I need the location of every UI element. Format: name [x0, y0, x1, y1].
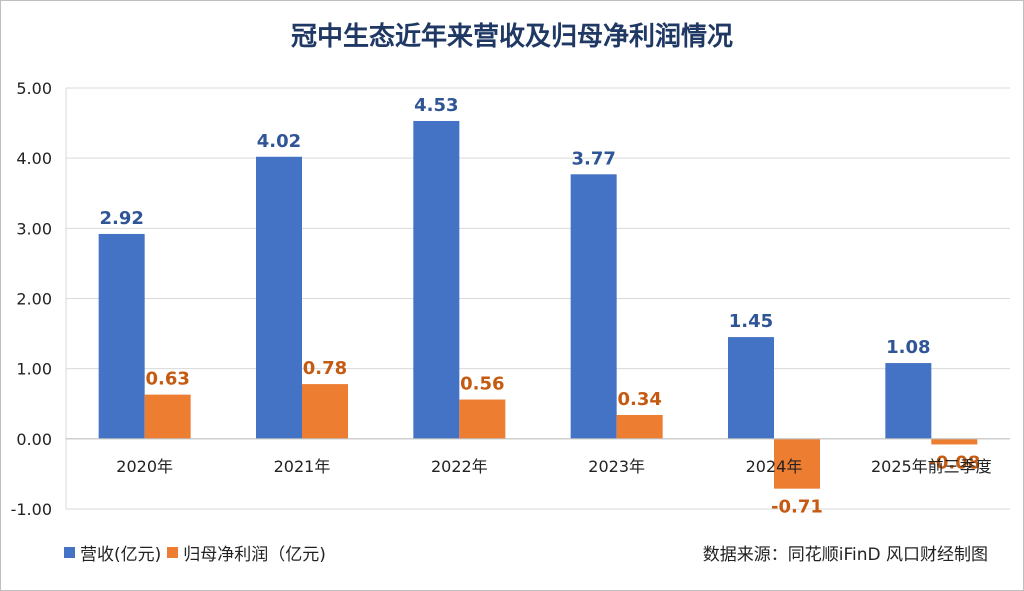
y-tick-label: 5.00: [16, 79, 52, 98]
x-category-label: 2022年: [431, 457, 488, 476]
y-tick-label: 4.00: [16, 149, 52, 168]
revenue-data-label: 4.53: [414, 95, 458, 116]
net-profit-bar: [459, 399, 506, 439]
net-profit-data-label: 0.56: [460, 374, 504, 395]
net-profit-bar: [302, 384, 348, 439]
net-profit-data-label: 0.34: [617, 389, 661, 410]
net-profit-data-label: -0.71: [771, 497, 823, 518]
net-profit-data-label: -0.08: [928, 452, 980, 473]
x-category-label: 2020年: [116, 457, 173, 476]
net-profit-bar: [616, 414, 663, 439]
revenue-data-label: 1.08: [886, 337, 930, 358]
legend-item-revenue: 营收(亿元): [64, 540, 161, 565]
data-source-note: 数据来源：同花顺iFinD 风口财经制图: [702, 545, 988, 565]
revenue-data-label: 2.92: [99, 208, 143, 229]
y-tick-label: 0.00: [16, 430, 52, 449]
x-category-label: 2025年前三季度: [871, 457, 992, 476]
net-profit-bar: [144, 394, 191, 439]
x-category-label: 2023年: [588, 457, 645, 476]
net-profit-data-label: 0.78: [303, 358, 347, 379]
revenue-bar: [728, 337, 774, 439]
legend-swatch-revenue: [64, 547, 75, 558]
y-tick-label: 3.00: [16, 219, 52, 238]
chart-title: 冠中生态近年来营收及归母净利润情况: [290, 22, 733, 52]
legend-label-revenue: 营收(亿元): [80, 545, 162, 565]
legend-swatch-net-profit: [167, 547, 179, 558]
revenue-bar: [885, 363, 932, 439]
revenue-bar: [98, 233, 145, 439]
revenue-data-label: 3.77: [571, 148, 615, 169]
revenue-data-label: 1.45: [729, 311, 773, 332]
legend-item-net-profit: 归母净利润（亿元): [167, 540, 326, 565]
y-tick-label: 2.00: [16, 290, 52, 309]
y-tick-label: 1.00: [16, 360, 52, 379]
legend: 营收(亿元) 归母净利润（亿元): [64, 540, 332, 565]
net-profit-bar: [774, 438, 820, 489]
revenue-bar: [256, 156, 302, 439]
revenue-bar: [570, 174, 617, 439]
x-category-label: 2024年: [746, 457, 803, 476]
legend-label-net-profit: 归母净利润（亿元): [183, 545, 326, 565]
revenue-data-label: 4.02: [257, 131, 301, 152]
net-profit-data-label: 0.63: [145, 369, 189, 390]
x-category-label: 2021年: [274, 457, 331, 476]
net-profit-bar: [931, 438, 978, 445]
revenue-bar: [413, 120, 460, 439]
y-tick-label: -1.00: [11, 500, 52, 519]
